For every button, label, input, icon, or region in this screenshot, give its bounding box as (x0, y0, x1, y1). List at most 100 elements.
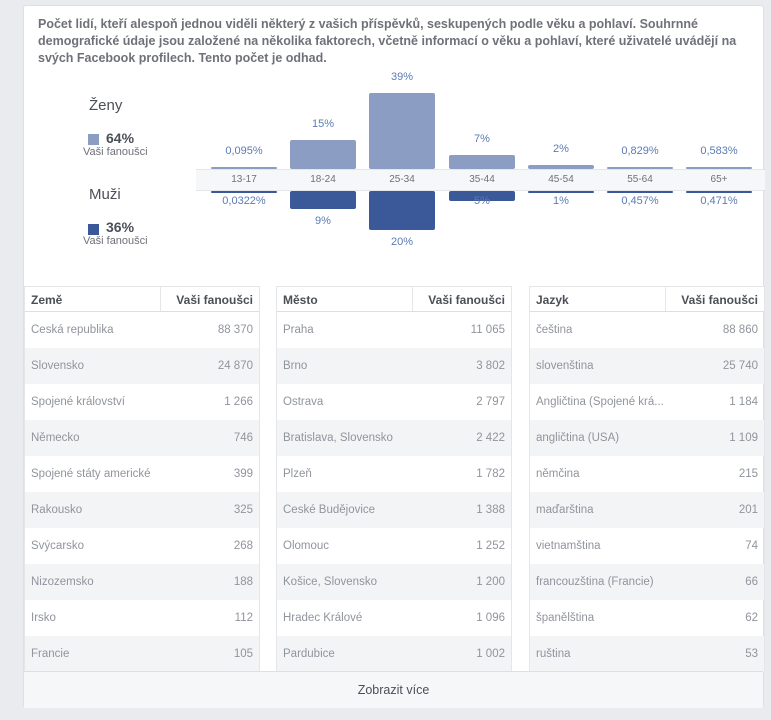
table-row: němčina 215 (530, 456, 764, 492)
row-name: angličtina (USA) (536, 432, 620, 444)
men-value-label: 1% (553, 195, 569, 207)
row-name: Bratislava, Slovensko (283, 432, 393, 444)
table-row: Hradec Králové 1 096 (277, 600, 511, 636)
men-bar[interactable] (369, 191, 435, 230)
row-name: Angličtina (Spojené krá... (536, 396, 664, 408)
description: Počet lidí, kteří alespoň jednou viděli … (38, 17, 737, 65)
table-row: Německo 746 (25, 420, 259, 456)
table-header: Jazyk Vaši fanoušci (530, 287, 764, 312)
men-sub: Vaši fanoušci (83, 235, 148, 247)
table-row: Olomouc 1 252 (277, 528, 511, 564)
table-row: Plzeň 1 782 (277, 456, 511, 492)
column-header[interactable]: Země (25, 287, 161, 311)
row-name: Rakousko (31, 504, 83, 516)
row-value: 88 370 (217, 324, 253, 336)
row-value: 1 252 (476, 540, 505, 552)
row-value: 325 (233, 504, 253, 516)
table-header: Země Vaši fanoušci (25, 287, 259, 312)
row-name: Pardubice (283, 648, 335, 660)
row-value: 1 782 (476, 468, 505, 480)
row-name: Německo (31, 432, 80, 444)
women-bar[interactable] (369, 92, 435, 169)
men-bar[interactable] (449, 191, 515, 201)
row-name: Česká republika (31, 324, 114, 336)
table-row: Košice, Slovensko 1 200 (277, 564, 511, 600)
men-bar[interactable] (686, 191, 752, 193)
men-bar[interactable] (211, 191, 277, 193)
age-tick-label: 13-17 (231, 174, 257, 185)
table-row: Brno 3 802 (277, 348, 511, 384)
table-row: Nizozemsko 188 (25, 564, 259, 600)
row-value: 746 (233, 432, 253, 444)
men-bar[interactable] (528, 191, 594, 193)
table-row: vietnamština 74 (530, 528, 764, 564)
column-header[interactable]: Jazyk (530, 287, 666, 311)
row-value: 62 (745, 612, 758, 624)
show-more-button[interactable]: Zobrazit více (24, 671, 763, 708)
table-země: Země Vaši fanoušci Česká republika 88 370 Sl… (24, 286, 260, 672)
women-value-label: 0,095% (225, 145, 263, 157)
row-name: Irsko (31, 612, 56, 624)
row-name: Spojené království (31, 396, 125, 408)
row-name: Švýcarsko (31, 540, 85, 552)
table-row: Slovensko 24 870 (25, 348, 259, 384)
age-axis-band (196, 169, 765, 191)
row-value: 74 (745, 540, 758, 552)
men-value-label: 0,471% (700, 195, 738, 207)
table-row: Ostrava 2 797 (277, 384, 511, 420)
women-value-label: 39% (390, 70, 414, 83)
women-value-label: 0,829% (621, 145, 659, 157)
men-value-label: 20% (390, 236, 414, 248)
men-bar[interactable] (290, 191, 356, 209)
column-header[interactable]: Vaši fanoušci (176, 293, 253, 307)
table-row: Spojené království 1 266 (25, 384, 259, 420)
table-row: Pardubice 1 002 (277, 636, 511, 672)
men-value-label: 9% (315, 214, 331, 227)
table-row: Francie 105 (25, 636, 259, 672)
table-row: maďarština 201 (530, 492, 764, 528)
women-swatch (88, 134, 99, 145)
women-value-label: 15% (311, 117, 335, 130)
row-value: 1 200 (476, 576, 505, 588)
demographics-card: Počet lidí, kteří alespoň jednou viděli … (23, 5, 765, 708)
women-value-label: 7% (474, 133, 490, 146)
row-value: 399 (233, 468, 253, 480)
women-value-label: 0,583% (700, 145, 738, 157)
table-město: Město Vaši fanoušci Praha 11 065 Brno 3 802 Os… (276, 286, 512, 672)
women-bar[interactable] (290, 139, 356, 169)
age-tick-label: 18-24 (310, 174, 336, 185)
row-name: Košice, Slovensko (283, 576, 377, 588)
row-value: 105 (233, 648, 253, 660)
row-name: Brno (283, 360, 308, 372)
table-row: Praha 11 065 (277, 312, 511, 348)
row-value: 1 096 (476, 612, 505, 624)
men-bar[interactable] (607, 191, 673, 193)
row-value: 2 422 (476, 432, 505, 444)
women-sub: Vaši fanoušci (83, 146, 148, 158)
row-name: ruština (536, 648, 571, 660)
row-name: vietnamština (536, 540, 601, 552)
men-label: Muži (89, 186, 121, 203)
row-name: Hradec Králové (283, 612, 363, 624)
row-name: Praha (283, 324, 314, 336)
table-row: Bratislava, Slovensko 2 422 (277, 420, 511, 456)
row-name: České Budějovice (283, 504, 376, 516)
women-bar[interactable] (607, 167, 673, 169)
row-name: Ostrava (283, 396, 324, 408)
row-value: 268 (233, 540, 253, 552)
age-tick-label: 45-54 (548, 174, 574, 185)
column-header[interactable]: Vaši fanoušci (428, 293, 505, 307)
column-header[interactable]: Vaši fanoušci (681, 293, 758, 307)
women-bar[interactable] (686, 167, 752, 169)
women-bar[interactable] (211, 167, 277, 169)
women-bar[interactable] (449, 155, 515, 169)
column-header[interactable]: Město (277, 287, 413, 311)
row-value: 1 266 (224, 396, 253, 408)
row-value: 1 109 (729, 432, 758, 444)
age-tick-label: 35-44 (469, 174, 495, 185)
row-name: Olomouc (283, 540, 330, 552)
row-value: 215 (738, 468, 758, 480)
row-value: 112 (234, 612, 253, 624)
table-row: Rakousko 325 (25, 492, 259, 528)
women-bar[interactable] (528, 165, 594, 169)
